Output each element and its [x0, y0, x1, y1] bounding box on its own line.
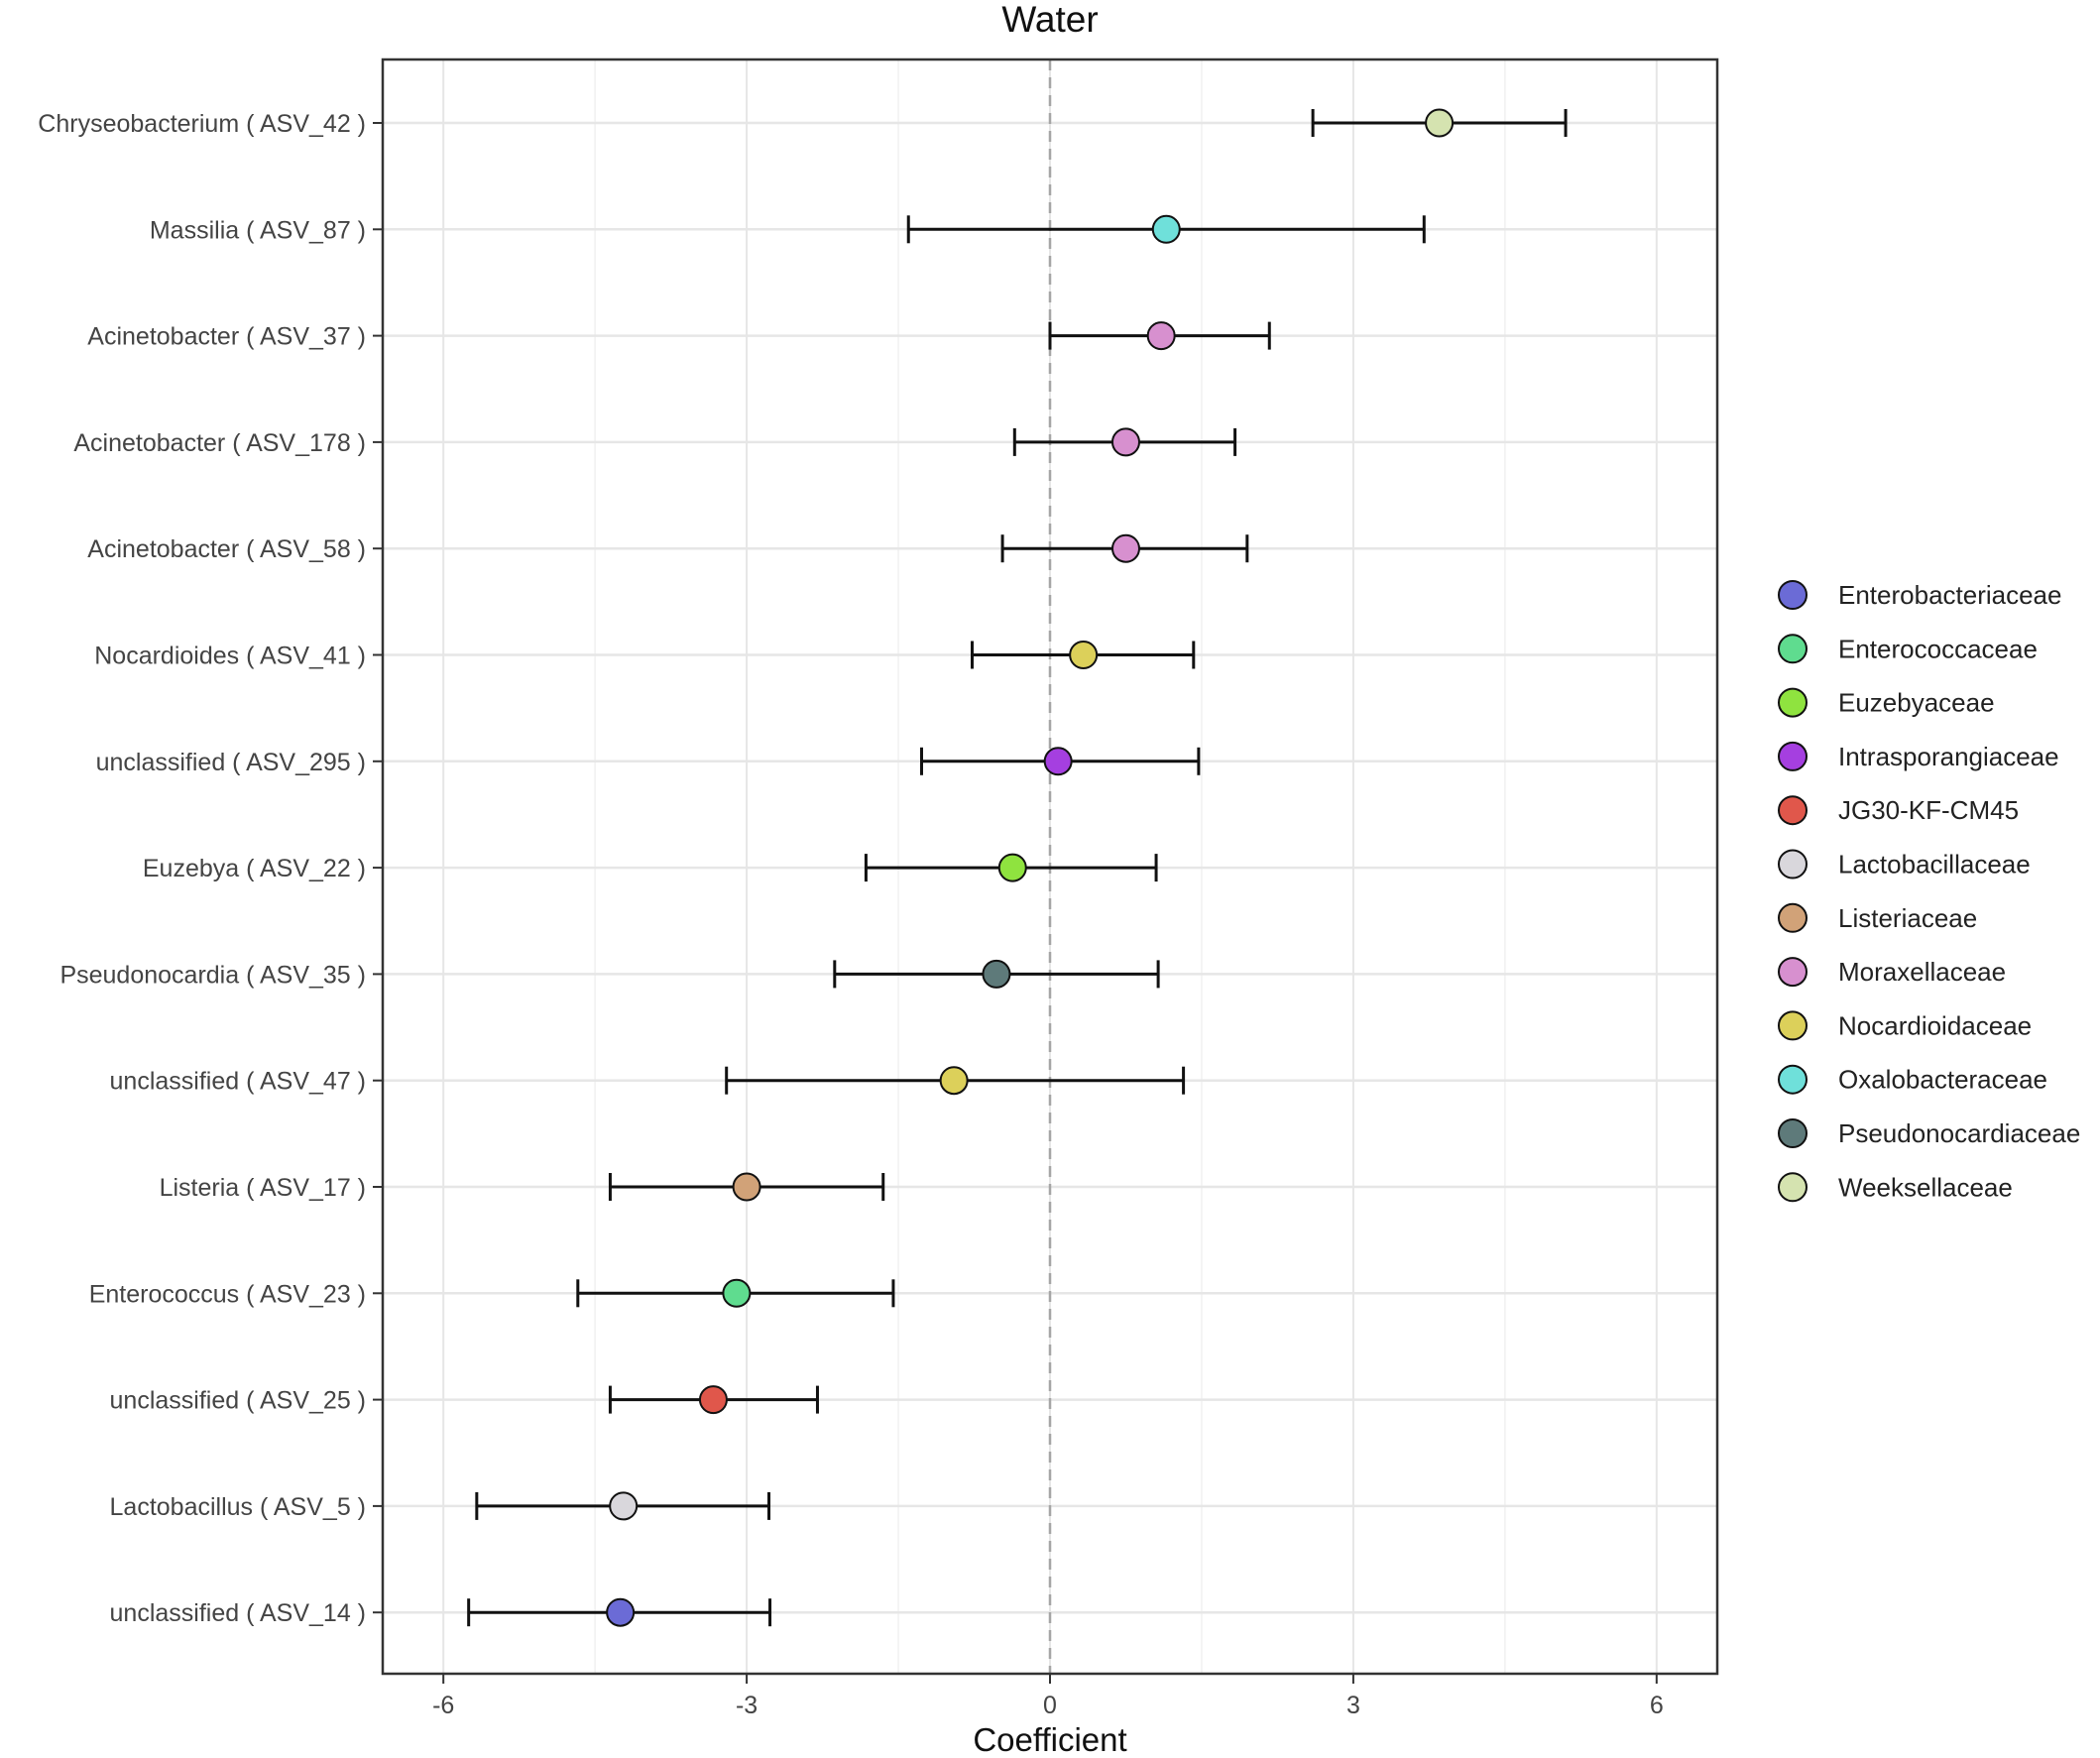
legend-label: JG30-KF-CM45	[1838, 795, 2019, 825]
legend-label: Enterococcaceae	[1838, 634, 2038, 663]
legend-swatch	[1778, 1064, 1808, 1095]
x-tick-label: 0	[1043, 1692, 1057, 1719]
y-tick-label: Pseudonocardia ( ASV_35 )	[59, 961, 366, 989]
data-point	[1110, 427, 1140, 457]
legend-swatch	[1778, 957, 1808, 988]
point-layer	[606, 108, 1455, 1627]
data-point	[1110, 533, 1140, 563]
data-point	[1425, 108, 1455, 138]
y-tick-label: Euzebya ( ASV_22 )	[143, 855, 366, 882]
legend-swatch	[1778, 1118, 1808, 1148]
legend-label: Pseudonocardiaceae	[1838, 1118, 2080, 1148]
y-tick-label: unclassified ( ASV_295 )	[96, 749, 366, 776]
legend-swatch	[1778, 1010, 1808, 1041]
legend-label: Intrasporangiaceae	[1838, 742, 2059, 771]
data-point	[1146, 321, 1176, 351]
x-tick-label: 3	[1346, 1692, 1360, 1719]
x-tick-label: 6	[1650, 1692, 1664, 1719]
legend-swatch	[1778, 687, 1808, 718]
legend-label: Listeriaceae	[1838, 903, 1977, 933]
data-point	[698, 1385, 728, 1415]
x-tick-label: -6	[432, 1692, 454, 1719]
legend-label: Nocardioidaceae	[1838, 1010, 2032, 1040]
legend-label: Euzebyaceae	[1838, 688, 1995, 718]
y-tick-label: Listeria ( ASV_17 )	[160, 1174, 366, 1202]
data-point	[1043, 747, 1073, 776]
y-tick-label: Enterococcus ( ASV_23 )	[89, 1280, 366, 1308]
legend-label: Oxalobacteraceae	[1838, 1065, 2047, 1095]
y-tick-label: Lactobacillus ( ASV_5 )	[110, 1493, 366, 1521]
x-tick-label: -3	[736, 1692, 758, 1719]
legend: Enterobacteriaceae Enterococcaceae Euzebya…	[1778, 580, 2080, 1203]
legend-swatch	[1778, 580, 1808, 610]
y-tick-label: unclassified ( ASV_47 )	[110, 1068, 366, 1096]
y-tick-label: Massilia ( ASV_87 )	[150, 216, 366, 244]
data-point	[732, 1172, 761, 1202]
data-point	[939, 1066, 969, 1096]
legend-swatch	[1778, 1172, 1808, 1203]
legend-label: Enterobacteriaceae	[1838, 580, 2061, 610]
legend-swatch	[1778, 741, 1808, 771]
y-tick-label: Acinetobacter ( ASV_178 )	[73, 429, 366, 457]
data-point	[1151, 214, 1181, 244]
y-tick-label: unclassified ( ASV_25 )	[110, 1387, 366, 1415]
data-point	[982, 959, 1011, 989]
legend-label: Moraxellaceae	[1838, 957, 2006, 987]
legend-swatch	[1778, 902, 1808, 933]
y-tick-label: unclassified ( ASV_14 )	[110, 1599, 366, 1627]
legend-swatch	[1778, 849, 1808, 879]
data-point	[997, 853, 1027, 882]
legend-swatch	[1778, 795, 1808, 826]
data-point	[722, 1278, 752, 1308]
data-point	[609, 1491, 639, 1521]
legend-swatch	[1778, 634, 1808, 664]
y-tick-label: Chryseobacterium ( ASV_42 )	[38, 110, 366, 138]
data-point	[1069, 641, 1099, 669]
y-tick-label: Nocardioides ( ASV_41 )	[94, 643, 366, 670]
x-axis-title: Coefficient	[973, 1721, 1126, 1758]
y-tick-label: Acinetobacter ( ASV_37 )	[87, 323, 366, 351]
legend-label: Lactobacillaceae	[1838, 850, 2031, 879]
axis-layer: Chryseobacterium ( ASV_42 ) Massilia ( AS…	[38, 58, 1719, 1758]
y-tick-label: Acinetobacter ( ASV_58 )	[87, 535, 366, 563]
chart-title: Water	[1001, 0, 1099, 40]
legend-label: Weeksellaceae	[1838, 1172, 2013, 1202]
data-point	[606, 1597, 636, 1627]
